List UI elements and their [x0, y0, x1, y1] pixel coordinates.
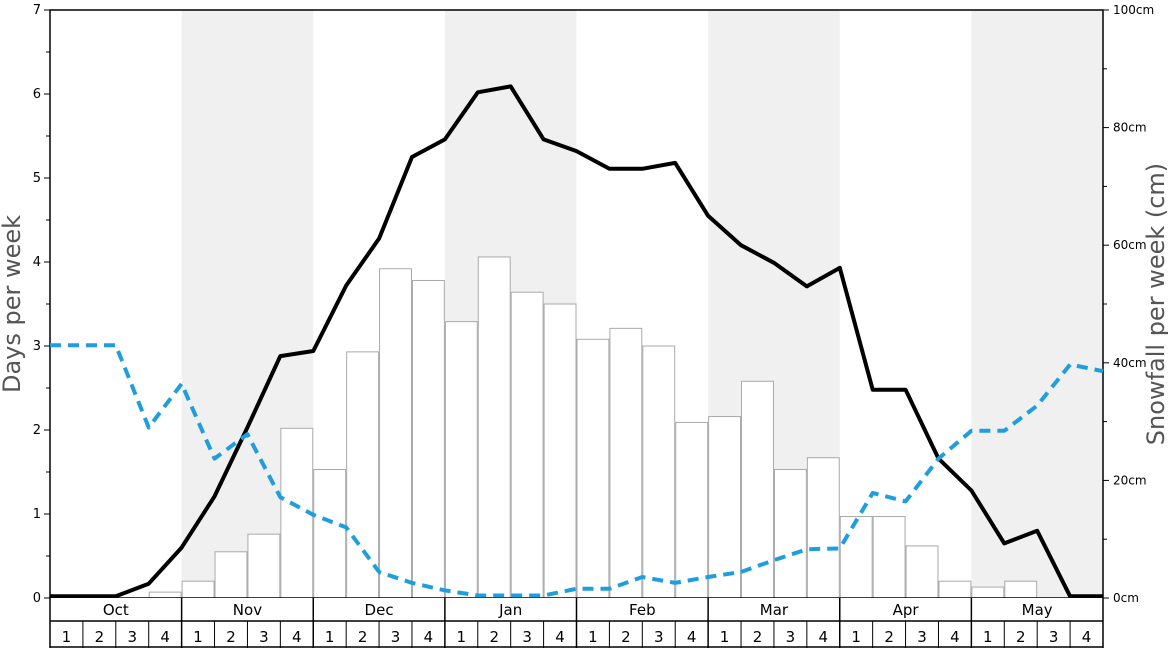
week-label: 2: [884, 628, 894, 646]
week-label: 1: [720, 628, 730, 646]
week-label: 4: [292, 628, 302, 646]
month-label: Nov: [233, 601, 262, 619]
right-tick-label: 40cm: [1113, 356, 1147, 370]
dashed-line: [50, 343, 1104, 598]
right-tick-label: 100cm: [1113, 3, 1154, 17]
week-label: 2: [95, 628, 105, 646]
solid-line: [50, 84, 1103, 599]
week-label: 3: [917, 628, 927, 646]
left-tick-label: 2: [33, 423, 41, 438]
week-label: 2: [1016, 628, 1026, 646]
week-label: 2: [489, 628, 499, 646]
right-tick-label: 60cm: [1113, 238, 1147, 252]
snowfall-bar: [642, 345, 676, 599]
right-axis: 0cm 20cm 40cm 60cm 80cm 100cm: [1103, 3, 1154, 605]
week-label: 1: [325, 628, 335, 646]
snowfall-bar: [773, 468, 807, 599]
snowfall-bar: [214, 551, 248, 599]
snowfall-bar: [379, 268, 412, 599]
week-label: 1: [983, 628, 993, 646]
snowfall-bar: [411, 279, 445, 599]
month-label: Jan: [498, 601, 522, 619]
week-label: 3: [1049, 628, 1059, 646]
snowfall-bars: [148, 256, 1038, 599]
snowfall-bar: [609, 327, 643, 599]
left-tick-label: 7: [33, 3, 41, 18]
week-label: 3: [654, 628, 664, 646]
week-label: 3: [786, 628, 796, 646]
left-axis-title: Days per week: [0, 215, 26, 393]
snowfall-bar: [872, 516, 906, 599]
month-label: May: [1022, 601, 1053, 619]
month-label: Dec: [365, 601, 394, 619]
week-label: 4: [555, 628, 565, 646]
week-label: 4: [1082, 628, 1092, 646]
snowfall-bar: [444, 321, 478, 599]
week-label: 3: [391, 628, 401, 646]
snowfall-bar: [477, 256, 511, 599]
left-tick-label: 4: [33, 255, 41, 270]
left-tick-label: 3: [33, 339, 41, 354]
month-label: Apr: [893, 601, 920, 619]
snowfall-bar: [938, 580, 972, 599]
snowfall-bar: [543, 303, 577, 599]
month-label: Oct: [103, 601, 129, 619]
week-label: 1: [588, 628, 598, 646]
data-lines: [50, 84, 1104, 599]
left-axis: 0 1 2 3 4 5 6 7: [33, 3, 50, 606]
right-tick-label: 20cm: [1113, 473, 1147, 487]
left-tick-label: 1: [33, 507, 41, 522]
snowfall-bar: [806, 457, 840, 599]
week-label: 4: [160, 628, 170, 646]
week-label: 2: [621, 628, 631, 646]
month-band-may: [971, 10, 1103, 598]
week-label: 1: [851, 628, 861, 646]
snowfall-bar: [346, 351, 380, 599]
snowfall-bar: [971, 586, 1005, 599]
week-label: 2: [358, 628, 368, 646]
snowfall-bar: [741, 380, 774, 599]
snowfall-bar: [708, 416, 742, 599]
week-label: 1: [193, 628, 203, 646]
x-axis: Oct 1 2 3 4 Nov 1 2 3 4 Dec 1 2 3 4 Jan 1 2 3 4 Feb 1 2 3 4 Mar 1 2…: [49, 598, 1104, 648]
week-label: 3: [522, 628, 532, 646]
snowfall-bar: [839, 516, 873, 599]
snowfall-bar: [181, 580, 215, 599]
week-label: 2: [753, 628, 763, 646]
right-axis-title: Snowfall per week (cm): [1142, 163, 1168, 445]
month-label: Mar: [760, 601, 789, 619]
week-label: 4: [819, 628, 829, 646]
week-label: 2: [226, 628, 236, 646]
snowfall-bar: [313, 468, 347, 599]
right-tick-label: 80cm: [1113, 121, 1147, 135]
left-tick-label: 6: [33, 87, 41, 102]
week-label: 4: [687, 628, 697, 646]
snowfall-bar: [905, 545, 939, 599]
left-tick-label: 5: [33, 171, 41, 186]
week-label: 4: [950, 628, 960, 646]
month-label: Feb: [629, 601, 656, 619]
week-label: 1: [62, 628, 72, 646]
week-label: 4: [424, 628, 434, 646]
snowfall-bar: [510, 291, 544, 599]
right-tick-label: 0cm: [1113, 591, 1139, 605]
snowfall-bar: [576, 338, 610, 599]
week-label: 1: [457, 628, 467, 646]
snowfall-bar: [148, 591, 182, 599]
snowfall-bar: [247, 533, 281, 599]
left-tick-label: 0: [33, 591, 41, 606]
snowfall-bar: [1004, 580, 1038, 599]
week-label: 3: [259, 628, 269, 646]
week-label: 3: [127, 628, 137, 646]
snowfall-bar: [675, 421, 709, 599]
